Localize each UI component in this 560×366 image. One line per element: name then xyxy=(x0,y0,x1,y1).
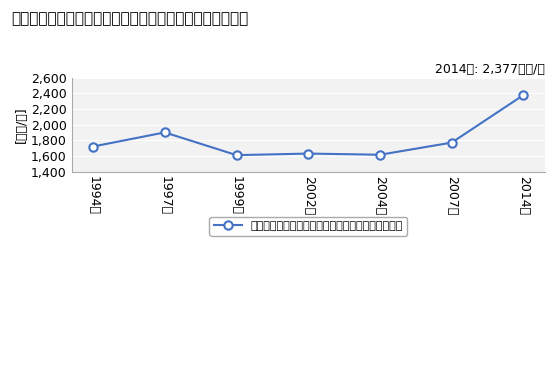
その他の小売業の従業者一人当たり年間商品販売額 xyxy=(520,93,527,97)
その他の小売業の従業者一人当たり年間商品販売額 xyxy=(449,141,455,145)
Text: 2014年: 2,377万円/人: 2014年: 2,377万円/人 xyxy=(435,63,545,76)
Line: その他の小売業の従業者一人当たり年間商品販売額: その他の小売業の従業者一人当たり年間商品販売額 xyxy=(89,91,528,159)
Y-axis label: [万円/人]: [万円/人] xyxy=(15,106,28,143)
Text: その他の小売業の従業者一人当たり年間商品販売額の推移: その他の小売業の従業者一人当たり年間商品販売額の推移 xyxy=(11,11,249,26)
その他の小売業の従業者一人当たり年間商品販売額 xyxy=(305,152,311,156)
その他の小売業の従業者一人当たり年間商品販売額 xyxy=(90,144,96,149)
その他の小売業の従業者一人当たり年間商品販売額 xyxy=(377,153,384,157)
Legend: その他の小売業の従業者一人当たり年間商品販売額: その他の小売業の従業者一人当たり年間商品販売額 xyxy=(209,217,407,236)
その他の小売業の従業者一人当たり年間商品販売額 xyxy=(161,130,168,135)
その他の小売業の従業者一人当たり年間商品販売額 xyxy=(233,153,240,157)
